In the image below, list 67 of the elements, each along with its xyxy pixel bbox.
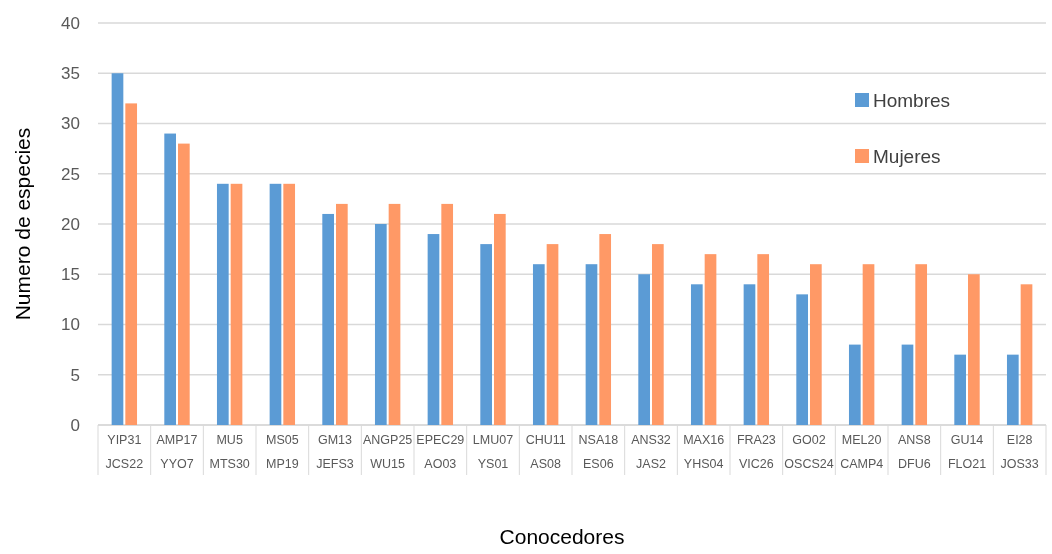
bar: [164, 133, 176, 425]
bar: [216, 183, 229, 425]
bar: [336, 203, 348, 425]
y-tick-label: 30: [61, 114, 80, 134]
x-tick-label: GO02 OSCS24: [784, 433, 834, 471]
x-tick-label: FRA23 VIC26: [736, 433, 776, 471]
bar: [1006, 354, 1019, 425]
bar: [796, 294, 808, 425]
x-tick-label: EI28 JOS33: [1000, 433, 1039, 471]
bar: [954, 354, 966, 425]
bar: [968, 274, 980, 425]
x-tick-label: MEL20 CAMP4: [840, 433, 884, 471]
bar: [269, 183, 282, 425]
x-tick-label: YIP31 JCS22: [105, 433, 144, 471]
bar: [494, 213, 506, 425]
bar: [283, 183, 296, 425]
x-tick-label: MU5 MTS30: [209, 433, 250, 471]
y-tick-label: 35: [61, 64, 80, 84]
y-tick-label: 25: [61, 164, 80, 184]
y-tick-label: 0: [70, 415, 80, 435]
bar: [178, 143, 190, 425]
x-axis-title: Conocedores: [499, 525, 625, 548]
bar: [585, 264, 598, 425]
bar: [757, 254, 770, 425]
bar: [374, 224, 387, 425]
y-tick-label: 40: [61, 13, 80, 33]
bar: [480, 244, 492, 425]
x-tick-label: MAX16 YHS04: [683, 433, 725, 471]
y-tick-label: 15: [61, 265, 80, 285]
x-tick-label: NSA18 ES06: [578, 433, 619, 471]
bar: [532, 264, 545, 425]
x-tick-label: CHU11 AS08: [525, 433, 566, 471]
bar: [388, 203, 401, 425]
x-tick-label: GU14 FLO21: [947, 433, 987, 471]
y-axis-title: Numero de especies: [11, 127, 34, 321]
bar: [810, 264, 822, 425]
x-tick-label: GM13 JEFS3: [316, 433, 354, 471]
bar: [599, 234, 612, 425]
bar: [915, 264, 928, 425]
legend-label: Hombres: [873, 90, 951, 111]
bar: [427, 234, 440, 425]
bar: [848, 344, 861, 425]
bar: [441, 203, 454, 425]
bar: [322, 213, 334, 425]
bar: [862, 264, 875, 425]
x-tick-label: ANS32 JAS2: [631, 433, 671, 471]
bar: [546, 244, 559, 425]
bar: [652, 244, 664, 425]
x-tick-label: EPEC29 AO03: [416, 433, 465, 471]
bar: [230, 183, 243, 425]
x-tick-label: MS05 MP19: [266, 433, 299, 471]
bar: [125, 103, 138, 425]
bar: [901, 344, 914, 425]
y-tick-label: 10: [61, 315, 80, 335]
x-tick-label: ANGP25 WU15: [362, 433, 413, 471]
y-tick-label: 5: [70, 365, 80, 385]
legend-label: Mujeres: [873, 146, 941, 167]
bar: [704, 254, 717, 425]
y-tick-label: 20: [61, 214, 80, 234]
bar: [638, 274, 650, 425]
bar: [111, 73, 124, 425]
x-tick-label: LMU07 YS01: [472, 433, 514, 471]
bar: [690, 284, 703, 425]
bar: [1020, 284, 1033, 425]
x-tick-label: ANS8 DFU6: [898, 433, 931, 471]
x-tick-label: AMP17 YYO7: [156, 433, 198, 471]
bar: [743, 284, 756, 425]
